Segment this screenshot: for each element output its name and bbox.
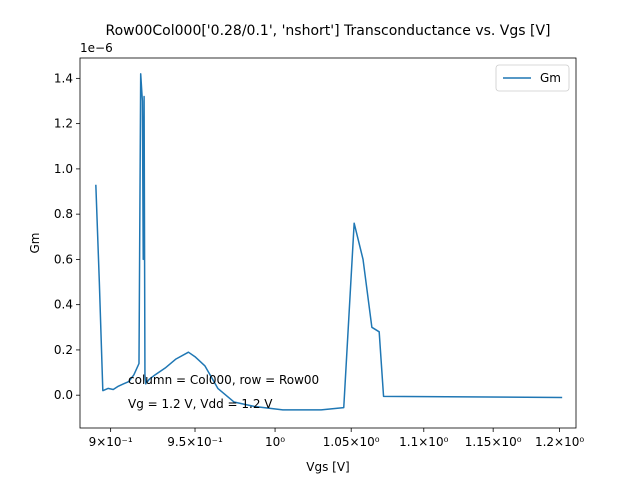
legend-box <box>495 64 570 92</box>
y-tick-label: 0.6 <box>54 252 73 266</box>
y-tick-label: 1.2 <box>54 117 73 131</box>
legend: Gm <box>495 64 570 92</box>
annotation-vg-vdd: Vg = 1.2 V, Vdd = 1.2 V <box>128 397 273 411</box>
y-tick-label: 1.4 <box>54 71 73 85</box>
plot-area <box>95 73 563 411</box>
y-axis-ticks: 0.0 0.2 0.4 0.6 0.8 1.0 1.2 1.4 <box>54 71 80 402</box>
y-tick-label: 0.0 <box>54 388 73 402</box>
y-tick-label: 1.0 <box>54 162 73 176</box>
series-layer <box>95 73 563 411</box>
annotation-column-row: column = Col000, row = Row00 <box>128 373 319 387</box>
chart-title: Row00Col000['0.28/0.1', 'nshort'] Transc… <box>105 23 550 39</box>
plot-frame <box>79 57 577 429</box>
y-tick-label: 0.8 <box>54 207 73 221</box>
y-axis-label: Gm <box>28 233 42 254</box>
series-line-gm <box>95 73 563 411</box>
x-tick-label: 9.5×10⁻¹ <box>167 435 223 449</box>
y-tick-label: 0.2 <box>54 343 73 357</box>
x-tick-label: 1.05×10⁰ <box>323 435 380 449</box>
y-offset-text: 1e−6 <box>80 41 113 55</box>
legend-label-gm: Gm <box>540 71 561 85</box>
x-axis-ticks: 9×10⁻¹ 9.5×10⁻¹ 10⁰ 1.05×10⁰ 1.1×10⁰ 1.15×10⁰… <box>89 428 584 449</box>
y-tick-label: 0.4 <box>54 298 73 312</box>
x-axis-label: Vgs [V] <box>306 460 349 474</box>
x-tick-label: 1.15×10⁰ <box>465 435 522 449</box>
x-tick-label: 1.2×10⁰ <box>535 435 584 449</box>
x-tick-label: 9×10⁻¹ <box>89 435 133 449</box>
x-tick-label: 1.1×10⁰ <box>399 435 448 449</box>
x-tick-label: 10⁰ <box>265 435 285 449</box>
